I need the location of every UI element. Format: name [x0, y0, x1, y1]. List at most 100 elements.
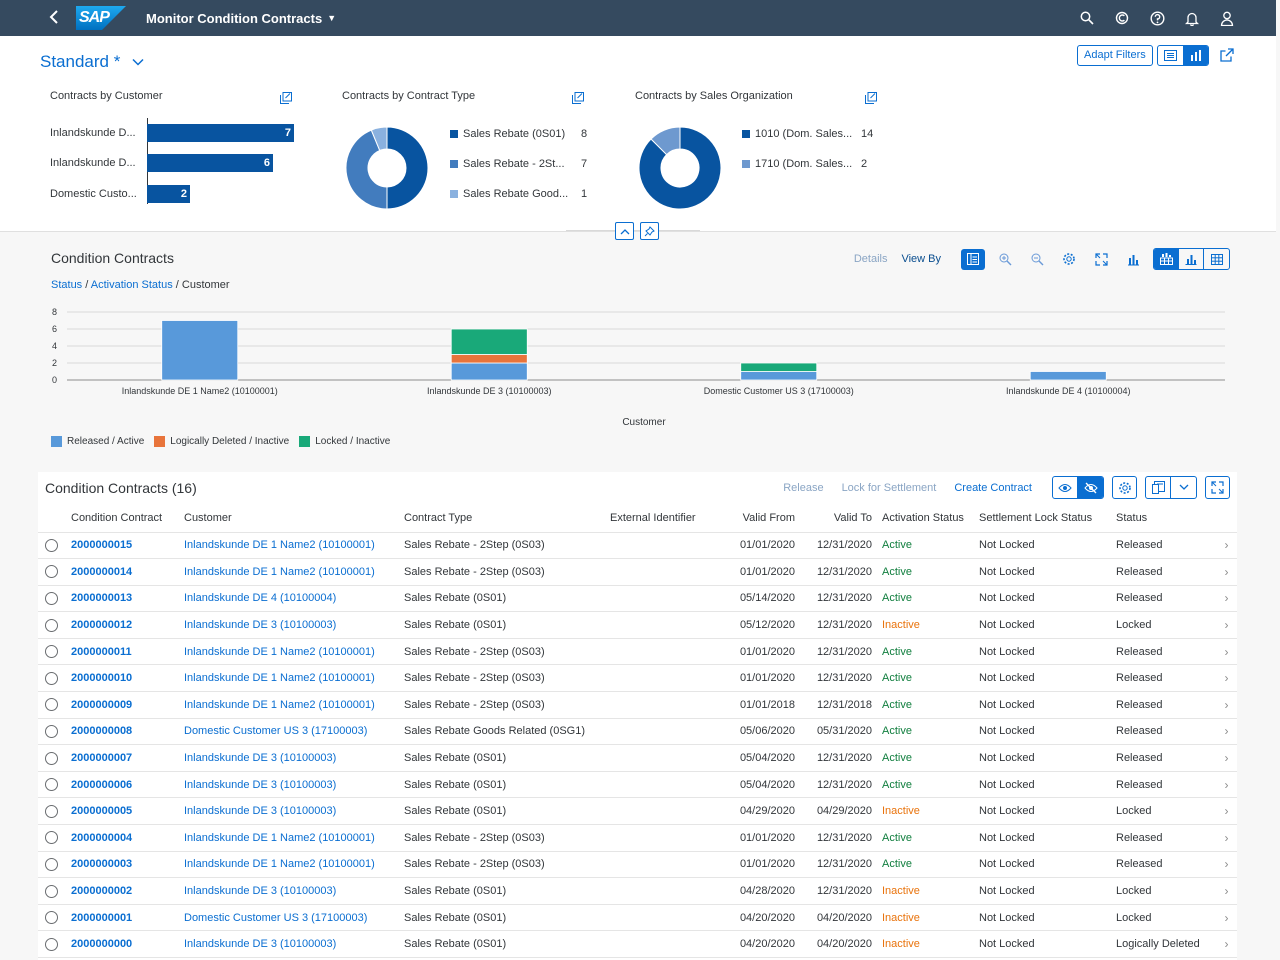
row-select-radio[interactable] [45, 831, 58, 845]
row-navigation-icon[interactable]: › [1216, 585, 1237, 613]
chevron-down-icon[interactable] [1171, 477, 1196, 498]
chart-bar[interactable] [450, 362, 528, 381]
contract-id-link[interactable]: 2000000007 [71, 744, 184, 772]
app-title-menu[interactable]: Monitor Condition Contracts ▼ [146, 11, 336, 26]
row-navigation-icon[interactable]: › [1216, 771, 1237, 799]
pin-header-button[interactable] [640, 222, 659, 240]
row-navigation-icon[interactable]: › [1216, 664, 1237, 693]
row-select-radio[interactable] [45, 538, 58, 552]
row-navigation-icon[interactable]: › [1216, 797, 1237, 826]
view-by-button[interactable]: View By [901, 253, 941, 265]
donut-slice[interactable] [638, 126, 722, 210]
contract-id-link[interactable]: 2000000003 [71, 851, 184, 879]
legend-item[interactable]: Sales Rebate Good... 1 [449, 188, 587, 200]
table-settings-icon[interactable] [1112, 476, 1137, 499]
table-row[interactable]: 2000000005 Inlandskunde DE 3 (10100003) Sa… [38, 797, 1237, 826]
chart-and-table-view-button[interactable] [1154, 249, 1179, 269]
card-contracts-by-type[interactable]: Contracts by Contract Type Sales Rebate … [342, 90, 588, 210]
row-navigation-icon[interactable]: › [1216, 611, 1237, 639]
contract-id-link[interactable]: 2000000009 [71, 691, 184, 719]
variant-selector[interactable]: Standard * [40, 52, 144, 72]
show-details-button[interactable] [1053, 477, 1078, 498]
row-select-radio[interactable] [45, 937, 58, 951]
table-row[interactable]: 2000000012 Inlandskunde DE 3 (10100003) Sa… [38, 611, 1237, 639]
filter-bar-view-button[interactable] [1158, 46, 1183, 65]
row-navigation-icon[interactable]: › [1216, 718, 1237, 746]
column-header[interactable]: Condition Contract [71, 505, 184, 533]
contract-id-link[interactable]: 2000000004 [71, 824, 184, 852]
row-select-radio[interactable] [45, 645, 58, 659]
chart-bar[interactable] [450, 354, 528, 364]
customer-link[interactable]: Inlandskunde DE 3 (10100003) [184, 797, 404, 826]
table-row[interactable]: 2000000004 Inlandskunde DE 1 Name2 (10100… [38, 824, 1237, 852]
customer-link[interactable]: Inlandskunde DE 1 Name2 (10100001) [184, 851, 404, 879]
contract-id-link[interactable]: 2000000000 [71, 930, 184, 958]
table-row[interactable]: 2000000008 Domestic Customer US 3 (171000… [38, 718, 1237, 746]
chart-bar[interactable] [740, 362, 818, 372]
collapse-header-button[interactable] [615, 222, 634, 240]
row-select-radio[interactable] [45, 698, 58, 712]
row-select-radio[interactable] [45, 618, 58, 632]
export-to-spreadsheet-icon[interactable] [1146, 477, 1171, 498]
column-header[interactable]: Valid From [722, 505, 799, 533]
legend-item[interactable]: Sales Rebate - 2St... 7 [449, 158, 587, 170]
table-row[interactable]: 2000000000 Inlandskunde DE 3 (10100003) Sa… [38, 930, 1237, 958]
row-select-radio[interactable] [45, 857, 58, 871]
row-navigation-icon[interactable]: › [1216, 851, 1237, 879]
customer-link[interactable]: Inlandskunde DE 1 Name2 (10100001) [184, 638, 404, 666]
zoom-out-icon[interactable] [1025, 249, 1049, 270]
share-icon[interactable] [1220, 48, 1234, 62]
legend-item[interactable]: Locked / Inactive [299, 436, 390, 447]
contract-id-link[interactable]: 2000000001 [71, 904, 184, 932]
legend-item[interactable]: Sales Rebate (0S01) 8 [449, 128, 587, 140]
contract-id-link[interactable]: 2000000013 [71, 585, 184, 613]
zoom-in-icon[interactable] [993, 249, 1017, 270]
row-navigation-icon[interactable]: › [1216, 877, 1237, 905]
contract-id-link[interactable]: 2000000008 [71, 718, 184, 746]
customer-bar-row[interactable]: Inlandskunde D... 7 [50, 123, 294, 143]
table-row[interactable]: 2000000009 Inlandskunde DE 1 Name2 (10100… [38, 691, 1237, 719]
customer-bar-row[interactable]: Domestic Custo... 2 [50, 184, 190, 204]
chart-type-icon[interactable] [1121, 249, 1145, 270]
breadcrumb-activation-status[interactable]: Activation Status [90, 279, 173, 291]
customer-link[interactable]: Domestic Customer US 3 (17100003) [184, 904, 404, 932]
chart-bar[interactable] [740, 371, 818, 381]
chart-view-button[interactable] [1179, 249, 1204, 269]
breadcrumb-status[interactable]: Status [51, 279, 83, 291]
search-icon[interactable] [1078, 9, 1096, 27]
contract-type-donut[interactable] [345, 126, 429, 210]
popout-icon[interactable] [280, 92, 292, 104]
sap-logo[interactable]: SAP [76, 6, 126, 30]
row-select-radio[interactable] [45, 778, 58, 792]
customer-link[interactable]: Inlandskunde DE 4 (10100004) [184, 585, 404, 613]
sales-org-donut[interactable] [638, 126, 722, 210]
contract-id-link[interactable]: 2000000005 [71, 797, 184, 826]
chart-bar[interactable] [1029, 371, 1107, 381]
stacked-bar-chart[interactable]: 0 2 4 6 8 Inlandskunde DE 1 Name2 (10100001) I… [40, 304, 1236, 432]
create-contract-button[interactable]: Create Contract [954, 481, 1032, 494]
row-select-radio[interactable] [45, 591, 58, 605]
legend-item[interactable]: 1710 (Dom. Sales... 2 [741, 158, 867, 170]
contract-id-link[interactable]: 2000000015 [71, 532, 184, 560]
popout-icon[interactable] [865, 92, 877, 104]
row-navigation-icon[interactable]: › [1216, 930, 1237, 958]
donut-slice[interactable] [345, 129, 388, 210]
table-row[interactable]: 2000000013 Inlandskunde DE 4 (10100004) Sa… [38, 585, 1237, 613]
table-view-button[interactable] [1204, 249, 1229, 269]
column-header[interactable]: Customer [184, 505, 404, 533]
column-header[interactable]: Contract Type [404, 505, 610, 533]
column-header[interactable]: Settlement Lock Status [979, 505, 1116, 533]
contract-id-link[interactable]: 2000000002 [71, 877, 184, 905]
column-header[interactable]: Activation Status [876, 505, 979, 533]
back-icon[interactable] [36, 8, 72, 29]
contract-id-link[interactable]: 2000000014 [71, 558, 184, 586]
fullscreen-icon[interactable] [1089, 249, 1113, 270]
donut-slice[interactable] [650, 126, 681, 156]
settings-icon[interactable] [1057, 249, 1081, 270]
user-icon[interactable] [1218, 9, 1236, 27]
contract-id-link[interactable]: 2000000012 [71, 611, 184, 639]
customer-link[interactable]: Inlandskunde DE 3 (10100003) [184, 611, 404, 639]
lock-for-settlement-button[interactable]: Lock for Settlement [841, 481, 937, 494]
row-navigation-icon[interactable]: › [1216, 824, 1237, 852]
legend-item[interactable]: 1010 (Dom. Sales... 14 [741, 128, 873, 140]
